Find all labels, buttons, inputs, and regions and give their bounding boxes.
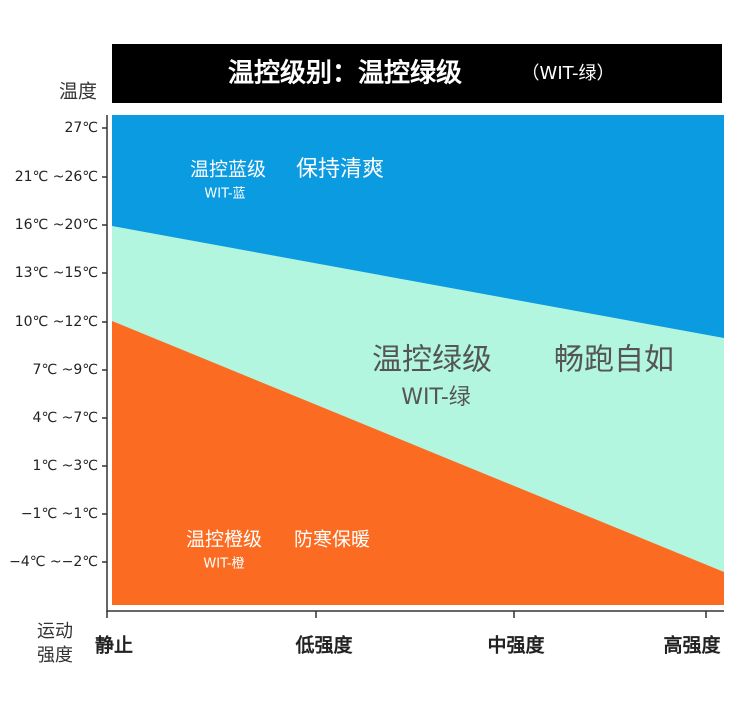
y-tick-label: 16℃ ~20℃ [15, 217, 98, 233]
zone-label: 温控橙级 [186, 529, 262, 551]
y-tick-label: 1℃ ~3℃ [33, 458, 98, 474]
x-tick-label: 高强度 [663, 634, 721, 657]
y-axis-title: 温度 [59, 81, 97, 103]
y-tick-label: 13℃ ~15℃ [15, 265, 98, 281]
zone-slogan: 畅跑自如 [554, 343, 674, 378]
zone-slogan: 保持清爽 [296, 157, 384, 182]
y-tick-label: 7℃ ~9℃ [33, 362, 98, 378]
zone-code: WIT-绿 [401, 385, 471, 410]
header-subtitle: （WIT-绿） [522, 63, 615, 84]
y-tick-label: 4℃ ~7℃ [33, 410, 98, 426]
y-tick-label: −1℃ ~1℃ [21, 506, 98, 522]
y-tick-label: −4℃ ~−2℃ [9, 554, 98, 570]
zone-code: WIT-蓝 [204, 187, 245, 202]
y-tick-label: 21℃ ~26℃ [15, 169, 98, 185]
y-tick-label: 27℃ [64, 120, 98, 136]
header-title: 温控级别：温控绿级 [228, 58, 462, 89]
y-tick-label: 10℃ ~12℃ [15, 314, 98, 330]
x-axis-title: 强度 [37, 645, 73, 666]
x-axis-title: 运动 [37, 621, 73, 642]
orange-zone [112, 321, 724, 605]
zone-label: 温控蓝级 [190, 159, 266, 181]
zone-slogan: 防寒保暖 [294, 529, 370, 551]
zone-code: WIT-橙 [203, 557, 244, 572]
header-bar [112, 44, 722, 103]
x-tick-label: 静止 [95, 634, 133, 657]
zone-label: 温控绿级 [372, 343, 492, 378]
x-tick-label: 低强度 [294, 634, 353, 657]
x-tick-label: 中强度 [487, 634, 545, 657]
